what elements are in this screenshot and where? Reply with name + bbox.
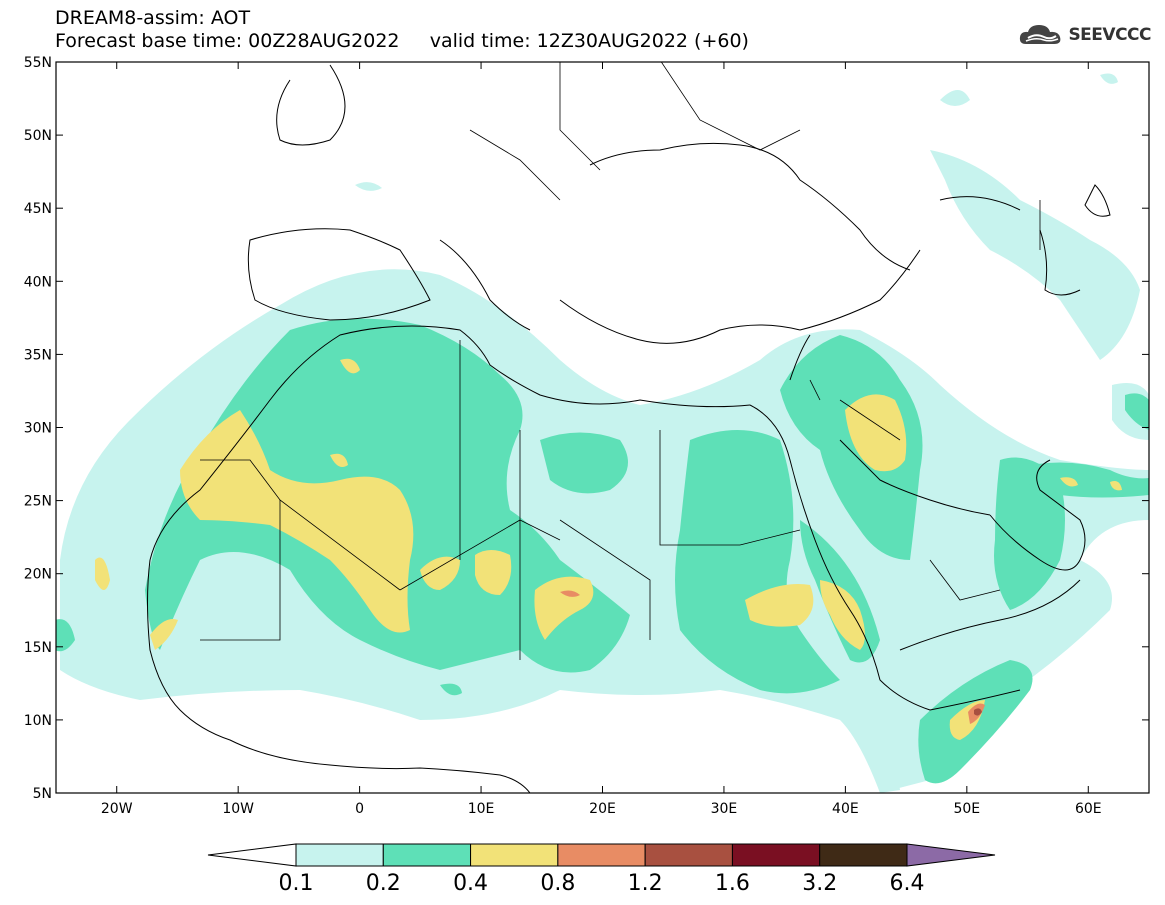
aot-level-1.2 [974,708,982,716]
lon-tick-label: 10W [222,801,254,817]
longitude-ticks: 20W 10W 0 10E 20E 30E 40E 50E 60E [101,62,1102,817]
lat-tick-label: 45N [24,201,52,217]
lat-tick-label: 55N [24,55,52,71]
seevccc-logo: SEEVCCC [1018,20,1151,50]
lon-tick-label: 30E [711,801,738,817]
valid-time-label: valid time: [429,30,531,52]
map-title: DREAM8-assim: AOT [55,7,251,29]
country-borders [200,62,1041,660]
colorbar-min-arrow [207,843,297,867]
colorbar-label: 6.4 [890,871,925,896]
lat-tick-label: 35N [24,347,52,363]
time-info: Forecast base time: 00Z28AUG2022 valid t… [55,31,749,51]
colorbar: 0.1 0.2 0.4 0.8 1.2 1.6 3.2 6.4 [207,843,996,896]
base-time-label: Forecast base time: [55,30,243,52]
logo-text: SEEVCCC [1068,25,1151,45]
valid-time-value: 12Z30AUG2022 (+60) [536,30,749,52]
colorbar-label: 0.1 [279,871,314,896]
colorbar-label: 0.2 [366,871,401,896]
colorbar-label: 0.8 [540,871,575,896]
colorbar-segment [819,843,908,867]
lat-tick-label: 15N [24,640,52,656]
cloud-icon [1020,25,1061,44]
colorbar-label: 3.2 [802,871,837,896]
colorbar-label: 1.2 [628,871,663,896]
aot-field [56,62,1149,793]
lat-tick-label: 10N [24,713,52,729]
colorbar-max-arrow [906,843,996,867]
colorbar-segment [295,843,384,867]
lat-tick-label: 5N [33,786,52,802]
lat-tick-label: 50N [24,128,52,144]
coastlines [147,64,1111,793]
lon-tick-label: 20W [101,801,133,817]
colorbar-label: 1.6 [715,871,750,896]
lon-tick-label: 40E [832,801,859,817]
colorbar-segment [644,843,733,867]
lon-tick-label: 10E [468,801,495,817]
lat-tick-label: 20N [24,567,52,583]
lat-tick-label: 40N [24,274,52,290]
base-time-value: 00Z28AUG2022 [248,30,400,52]
lon-tick-label: 0 [355,801,364,817]
lat-tick-label: 25N [24,494,52,510]
latitude-ticks: 55N 50N 45N 40N 35N 30N 25N 20N 15N 10N 5N [24,55,1149,802]
colorbar-label: 0.4 [453,871,488,896]
colorbar-segment [470,843,559,867]
colorbar-segment [382,843,472,867]
lon-tick-label: 60E [1075,801,1102,817]
lon-tick-label: 20E [589,801,616,817]
colorbar-segment [557,843,646,867]
aot-level-0.8 [560,590,580,597]
lat-tick-label: 30N [24,421,52,437]
lon-tick-label: 50E [953,801,980,817]
colorbar-segment [731,843,821,867]
